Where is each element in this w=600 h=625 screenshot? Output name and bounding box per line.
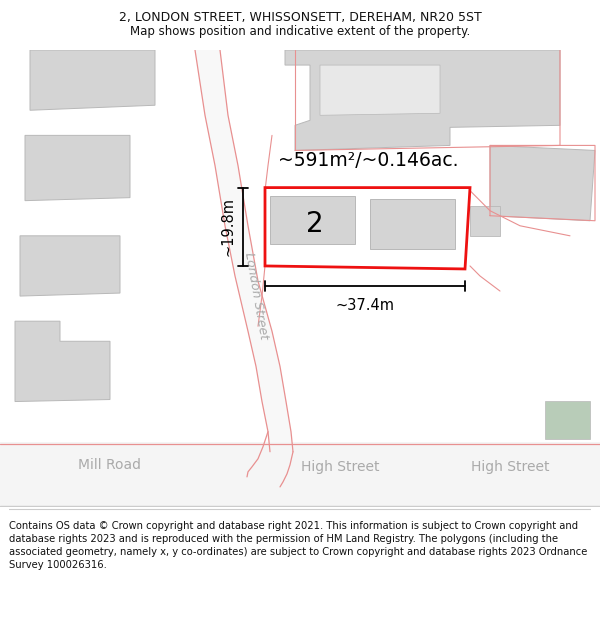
Text: ~19.8m: ~19.8m <box>220 198 235 256</box>
Polygon shape <box>195 50 293 452</box>
Text: High Street: High Street <box>471 460 549 474</box>
Polygon shape <box>25 136 130 201</box>
Text: Contains OS data © Crown copyright and database right 2021. This information is : Contains OS data © Crown copyright and d… <box>9 521 587 571</box>
Polygon shape <box>320 65 440 115</box>
Polygon shape <box>285 50 560 151</box>
Bar <box>0 442 600 507</box>
Text: 2, LONDON STREET, WHISSONSETT, DEREHAM, NR20 5ST: 2, LONDON STREET, WHISSONSETT, DEREHAM, … <box>119 11 481 24</box>
Polygon shape <box>470 206 500 236</box>
Text: Mill Road: Mill Road <box>79 458 142 472</box>
Polygon shape <box>15 321 110 401</box>
Bar <box>370 199 455 249</box>
Text: 2: 2 <box>306 210 324 238</box>
Bar <box>545 401 590 439</box>
Polygon shape <box>20 236 120 296</box>
Text: ~591m²/~0.146ac.: ~591m²/~0.146ac. <box>278 151 458 170</box>
Text: ~37.4m: ~37.4m <box>335 298 395 313</box>
Polygon shape <box>30 50 155 110</box>
Text: Map shows position and indicative extent of the property.: Map shows position and indicative extent… <box>130 24 470 38</box>
Text: London Street: London Street <box>242 251 270 341</box>
Polygon shape <box>490 146 595 221</box>
Text: High Street: High Street <box>301 460 379 474</box>
Polygon shape <box>265 188 470 269</box>
Bar <box>270 196 355 244</box>
